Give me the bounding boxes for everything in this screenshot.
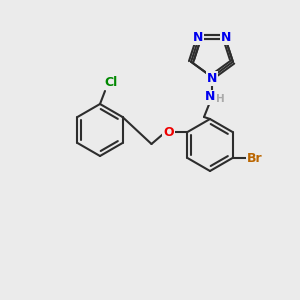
Text: N: N xyxy=(193,31,203,44)
Text: N: N xyxy=(207,71,217,85)
Text: Cl: Cl xyxy=(104,76,118,88)
Text: Br: Br xyxy=(247,152,262,164)
Text: N: N xyxy=(221,31,231,44)
Text: H: H xyxy=(216,94,224,104)
Text: N: N xyxy=(205,91,215,103)
Text: O: O xyxy=(163,125,174,139)
